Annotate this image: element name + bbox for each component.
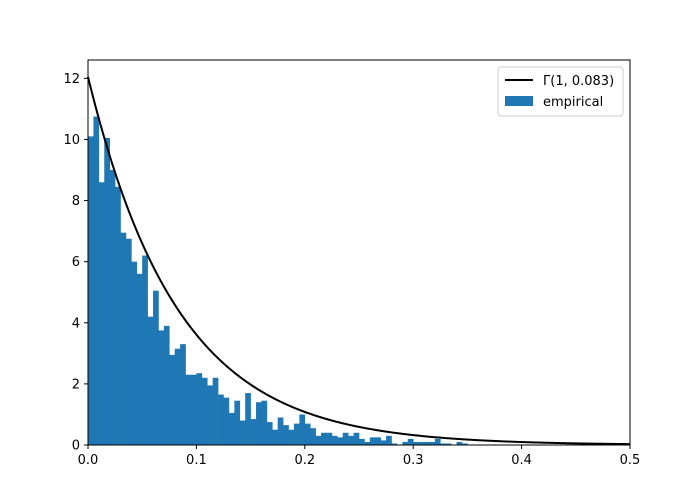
y-tick-label: 12 xyxy=(63,72,80,87)
x-tick-label: 0.5 xyxy=(620,453,641,468)
axes: 0.0 0.1 0.2 0.3 0.4 0.5 0 2 4 6 8 10 12 xyxy=(63,59,641,468)
gamma-fit-line xyxy=(87,76,631,446)
histogram-bar xyxy=(391,443,398,445)
histogram-bar xyxy=(256,402,262,445)
histogram-bar xyxy=(88,136,94,445)
y-tick-label: 6 xyxy=(72,255,80,270)
histogram-bar xyxy=(272,429,278,445)
histogram-bar xyxy=(185,374,192,445)
histogram-bar xyxy=(434,438,441,445)
y-tick-label: 2 xyxy=(72,377,80,392)
histogram-bar xyxy=(153,290,159,445)
histogram-bar xyxy=(207,385,213,445)
histogram-bar xyxy=(288,429,295,445)
histogram-bar xyxy=(310,428,316,445)
histogram-bar xyxy=(158,330,165,445)
histogram-bar xyxy=(424,441,430,445)
histogram-bar xyxy=(234,400,241,445)
y-tick-label: 8 xyxy=(72,194,80,209)
y-tick-label: 4 xyxy=(72,316,80,331)
x-tick-label: 0.2 xyxy=(294,453,315,468)
histogram-bar xyxy=(299,414,306,445)
histogram-bar xyxy=(180,344,186,445)
histogram-bar xyxy=(218,394,224,445)
x-tick-label: 0.0 xyxy=(78,453,99,468)
legend-label-empirical: empirical xyxy=(543,95,603,110)
x-tick-label: 0.3 xyxy=(403,453,424,468)
histogram-bar xyxy=(386,435,392,445)
histogram-bar xyxy=(239,420,246,445)
histogram-bar xyxy=(440,443,447,445)
histogram-bar xyxy=(120,232,127,445)
histogram-bar xyxy=(261,400,268,445)
histogram-bar xyxy=(283,425,289,445)
histogram-bars xyxy=(88,116,468,446)
histogram-bar xyxy=(380,440,387,445)
histogram-bar xyxy=(169,354,176,445)
histogram-bar xyxy=(402,441,409,445)
histogram-bar xyxy=(93,116,100,446)
histogram-bar xyxy=(445,443,452,445)
histogram-bar xyxy=(196,373,203,445)
y-tick-label: 10 xyxy=(63,133,80,148)
histogram-bar xyxy=(348,435,354,445)
histogram-bar xyxy=(359,438,365,445)
histogram-bar xyxy=(429,441,436,445)
histogram-bar xyxy=(223,397,230,445)
histogram-bar xyxy=(331,435,338,445)
histogram-bar xyxy=(228,412,235,445)
histogram-bar xyxy=(353,432,360,445)
plot-frame xyxy=(87,59,631,446)
y-tick-label: 0 xyxy=(72,439,80,454)
histogram-bar xyxy=(125,238,132,445)
histogram-bar xyxy=(98,182,105,445)
histogram-bar xyxy=(369,437,376,445)
histogram-bar xyxy=(266,422,273,445)
histogram-bar xyxy=(136,273,143,445)
histogram-bar xyxy=(131,261,138,445)
histogram-bar xyxy=(190,374,197,445)
histogram-bar xyxy=(163,325,170,445)
histogram-bar xyxy=(321,432,327,445)
histogram-bar xyxy=(174,348,181,445)
histogram-bar xyxy=(245,393,251,445)
histogram-bar xyxy=(115,186,121,446)
histogram-bar xyxy=(418,441,425,445)
histogram-bar xyxy=(326,432,333,445)
histogram-bar xyxy=(456,441,463,445)
histogram-bar xyxy=(277,417,284,445)
legend-patch-swatch xyxy=(505,96,533,106)
histogram-bar xyxy=(293,423,300,445)
legend: Γ(1, 0.083) empirical xyxy=(497,66,624,117)
histogram-bar xyxy=(342,432,349,445)
histogram-bar xyxy=(142,255,148,445)
x-tick-label: 0.4 xyxy=(511,453,532,468)
histogram-bar xyxy=(337,437,344,445)
histogram-bar xyxy=(109,170,116,445)
fit-curve-layer xyxy=(87,76,631,446)
histogram-bar xyxy=(461,443,468,445)
legend-label-fit: Γ(1, 0.083) xyxy=(543,74,614,89)
histogram-bar xyxy=(250,419,257,445)
histogram-bar xyxy=(201,377,208,445)
histogram-bar xyxy=(413,441,419,445)
histogram-bar xyxy=(304,423,311,445)
histogram-bar xyxy=(407,438,414,445)
x-tick-label: 0.1 xyxy=(186,453,207,468)
histogram-bar xyxy=(212,377,219,445)
histogram-bar xyxy=(147,316,154,445)
histogram-bar xyxy=(104,137,110,445)
histogram-bar xyxy=(375,437,381,445)
histogram-bar xyxy=(315,435,322,445)
histogram-bar xyxy=(364,441,371,445)
